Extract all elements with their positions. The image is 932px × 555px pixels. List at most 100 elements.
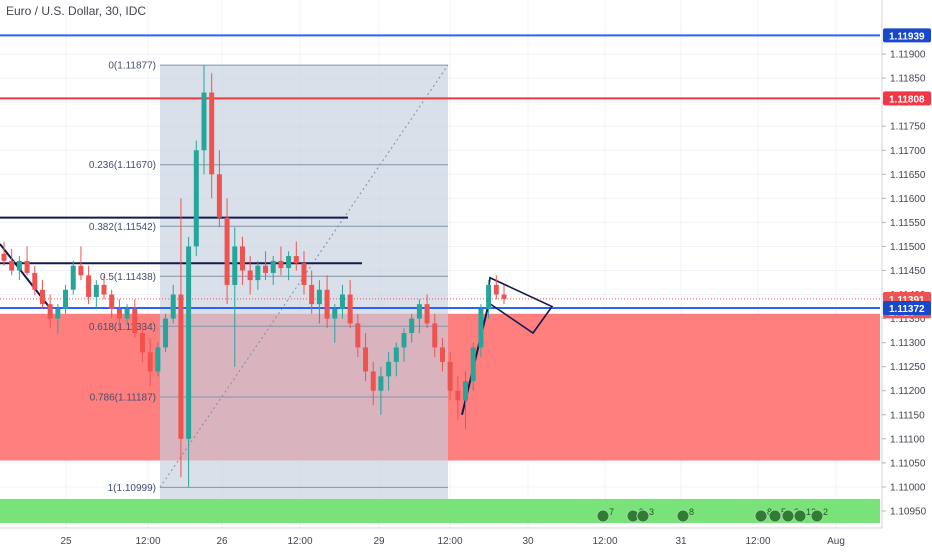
price-tick-label: 1.11150 xyxy=(890,410,925,421)
candle-body xyxy=(347,294,353,324)
price-tick-label: 1.11500 xyxy=(890,242,926,253)
time-tick-label: Aug xyxy=(827,536,845,547)
price-label-text: 1.11939 xyxy=(889,31,925,42)
event-marker-icon[interactable] xyxy=(810,509,824,523)
candle-body xyxy=(239,246,245,271)
price-tick-label: 1.11000 xyxy=(890,482,926,493)
candle-body xyxy=(209,92,215,175)
price-tick-label: 1.11700 xyxy=(890,146,926,157)
price-tick-label: 1.11350 xyxy=(890,314,926,325)
fib-level-label: 0.5(1.11438) xyxy=(100,272,156,283)
candle-body xyxy=(216,174,222,218)
candle-body xyxy=(224,217,230,285)
candle-body xyxy=(201,92,207,151)
price-tick-label: 1.11200 xyxy=(890,386,926,397)
event-marker-icon[interactable] xyxy=(781,509,795,523)
price-tick-label: 1.11600 xyxy=(890,194,926,205)
candle-body xyxy=(301,263,307,285)
candle-body xyxy=(401,333,407,348)
time-tick-label: 29 xyxy=(373,536,385,547)
candle-body xyxy=(478,308,484,348)
candle-body xyxy=(324,289,330,319)
fib-level-label: 0.236(1.11670) xyxy=(89,160,156,171)
candle-body xyxy=(378,376,384,391)
price-tick-label: 1.11450 xyxy=(890,266,926,277)
price-tick-label: 1.11900 xyxy=(890,50,926,61)
candle-body xyxy=(316,289,322,305)
candle-body xyxy=(139,333,145,353)
time-tick-label: 26 xyxy=(216,536,228,547)
candle-body xyxy=(486,284,492,309)
event-marker-count: 12 xyxy=(806,507,816,517)
candle-body xyxy=(424,304,430,324)
candle-body xyxy=(132,308,138,334)
candle-body xyxy=(1,253,7,261)
price-tick-label: 1.10950 xyxy=(890,506,927,517)
candle-body xyxy=(432,323,438,348)
event-marker-icon[interactable] xyxy=(596,509,610,523)
candle-body xyxy=(386,361,392,377)
axis-corner xyxy=(882,528,932,550)
candle-body xyxy=(393,347,399,362)
candle-body xyxy=(178,294,184,439)
candle-body xyxy=(47,304,53,319)
event-marker-count: 7 xyxy=(609,507,614,517)
price-label-badge xyxy=(883,28,931,43)
candle-body xyxy=(93,284,99,297)
candle-body xyxy=(39,289,45,305)
candle-body xyxy=(86,275,92,297)
candle-body xyxy=(70,265,76,290)
event-marker-icon[interactable] xyxy=(676,509,690,523)
price-label-badge xyxy=(883,91,931,106)
time-tick-label: 12:00 xyxy=(135,536,160,547)
price-label-badge xyxy=(883,301,931,316)
price-tick-label: 1.11650 xyxy=(890,170,926,181)
candle-body xyxy=(493,284,499,295)
event-marker-count: 2 xyxy=(823,507,828,517)
candle-body xyxy=(409,318,415,334)
candle-body xyxy=(263,265,269,273)
time-tick-label: 12:00 xyxy=(437,536,462,547)
price-tick-label: 1.11850 xyxy=(890,74,926,85)
price-label-text: 1.11391 xyxy=(889,295,925,306)
time-tick-label: 12:00 xyxy=(287,536,312,547)
candle-body xyxy=(278,260,284,269)
candle-body xyxy=(9,260,15,271)
fib-level-label: 0.618(1.11334) xyxy=(89,322,156,333)
candle-body xyxy=(109,294,115,309)
candle-body xyxy=(447,361,453,391)
candle-body xyxy=(293,256,299,264)
time-tick-label: 12:00 xyxy=(592,536,617,547)
price-tick-label: 1.11550 xyxy=(890,218,926,229)
candle-body xyxy=(116,308,122,319)
candle-body xyxy=(339,294,345,309)
event-marker-icon[interactable] xyxy=(768,509,782,523)
event-marker-count: 8 xyxy=(767,507,772,517)
candle-body xyxy=(501,294,507,299)
candle-body xyxy=(24,260,30,273)
event-marker-count: 3 xyxy=(649,507,654,517)
candle-body xyxy=(55,308,61,319)
candle-body xyxy=(16,260,22,271)
candle-body xyxy=(32,272,38,290)
candle-body xyxy=(332,308,338,319)
candle-body xyxy=(470,347,476,382)
time-axis[interactable] xyxy=(0,528,882,550)
candle-body xyxy=(309,284,315,305)
fib-level-label: 0(1.11877) xyxy=(108,61,156,72)
chart-title: Euro / U.S. Dollar, 30, IDC xyxy=(6,4,147,18)
candle-body xyxy=(186,246,192,439)
candle-body xyxy=(416,304,422,319)
event-marker-count: 8 xyxy=(689,507,694,517)
price-tick-label: 1.11100 xyxy=(890,434,925,445)
event-marker-icon[interactable] xyxy=(636,509,650,523)
candle-body xyxy=(124,308,130,319)
candle-body xyxy=(455,390,461,401)
fib-level-label: 0.786(1.11187) xyxy=(90,392,156,403)
event-marker-icon[interactable] xyxy=(754,509,768,523)
event-marker-icon[interactable] xyxy=(793,509,807,523)
candle-body xyxy=(163,318,169,348)
zone-green-zone xyxy=(0,498,880,523)
